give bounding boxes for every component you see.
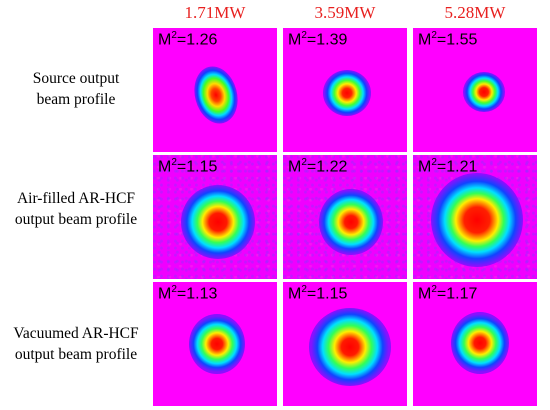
beam-spot: [309, 308, 391, 386]
row-label-line: Air-filled AR-HCF: [16, 190, 136, 207]
row-label-line: output beam profile: [14, 211, 138, 228]
beam-profile-air-filled-3.59mw: M2=1.22: [283, 155, 407, 279]
row-label-line: Source output: [32, 70, 120, 87]
row-label-line: Vacuumed AR-HCF: [13, 325, 139, 342]
row-label-line: output beam profile: [14, 346, 138, 363]
column-header-2: 3.59MW: [314, 3, 376, 22]
beam-profile-source-3.59mw: M2=1.39: [283, 28, 407, 152]
row-label-air-filled: Air-filled AR-HCF output beam profile: [8, 188, 144, 230]
m2-label: M2=1.17: [418, 284, 478, 303]
m2-label: M2=1.15: [288, 284, 348, 303]
column-header-3: 5.28MW: [444, 3, 506, 22]
m2-label: M2=1.21: [418, 157, 478, 176]
beam-profile-source-5.28mw: M2=1.55: [413, 28, 537, 152]
column-header-1: 1.71MW: [184, 3, 246, 22]
beam-spot: [181, 185, 255, 259]
m2-label: M2=1.22: [288, 157, 348, 176]
beam-profile-air-filled-5.28mw: M2=1.21: [413, 155, 537, 279]
m2-label: M2=1.13: [158, 284, 218, 303]
row-label-vacuumed: Vacuumed AR-HCF output beam profile: [8, 323, 144, 365]
beam-spot: [431, 173, 523, 267]
beam-spot: [451, 312, 509, 374]
beam-profile-air-filled-1.71mw: M2=1.15: [153, 155, 277, 279]
m2-label: M2=1.39: [288, 30, 348, 49]
beam-spot: [323, 70, 371, 116]
m2-label: M2=1.26: [158, 30, 218, 49]
beam-spot: [319, 189, 383, 255]
row-label-line: beam profile: [36, 91, 116, 108]
row-label-source: Source output beam profile: [8, 68, 144, 110]
beam-profile-vacuumed-3.59mw: M2=1.15: [283, 282, 407, 406]
beam-profile-vacuumed-1.71mw: M2=1.13: [153, 282, 277, 406]
beam-spot: [463, 72, 505, 112]
beam-spot: [189, 314, 245, 374]
m2-label: M2=1.55: [418, 30, 478, 49]
beam-profile-source-1.71mw: M2=1.26: [153, 28, 277, 152]
beam-profile-vacuumed-5.28mw: M2=1.17: [413, 282, 537, 406]
m2-label: M2=1.15: [158, 157, 218, 176]
beam-spot: [188, 61, 244, 129]
